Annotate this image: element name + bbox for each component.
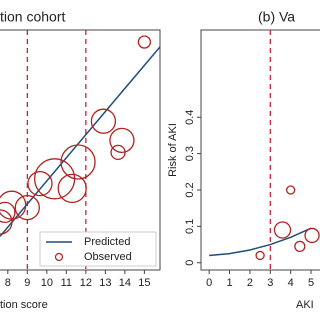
observed-point — [0, 190, 27, 220]
x-tick-label: 10 — [41, 277, 53, 289]
y-tick-label: 0 — [184, 260, 196, 266]
observed-point — [0, 201, 16, 224]
x-tick-label: 8 — [5, 277, 11, 289]
x-tick-label: 5 — [308, 277, 314, 289]
x-tick-label: 4 — [288, 277, 294, 289]
plot-area — [209, 30, 320, 270]
x-tick-label: 0 — [206, 277, 212, 289]
observed-point — [27, 170, 53, 197]
observed-point — [60, 144, 96, 180]
observed-point — [273, 221, 292, 239]
y-tick-label: 0.3 — [184, 146, 196, 161]
observed-point — [255, 250, 265, 261]
x-tick-label: 13 — [99, 277, 111, 289]
x-tick-label: 15 — [138, 277, 150, 289]
x-tick-label: 11 — [61, 277, 72, 289]
plot-area — [0, 30, 160, 270]
frame — [0, 29, 161, 271]
legend-label: Observed — [84, 251, 132, 263]
x-axis-label: AKI — [296, 299, 314, 311]
observed-point — [0, 209, 13, 235]
legend-label: Predicted — [84, 236, 130, 248]
observed-point — [90, 108, 117, 134]
observed-point — [286, 185, 296, 195]
chart-title: tion cohort — [0, 9, 65, 25]
observed-point — [304, 227, 320, 244]
x-axis-label: tion score — [0, 299, 48, 311]
observed-point — [137, 35, 152, 49]
observed-point — [14, 194, 40, 221]
y-tick-label: 0.1 — [184, 219, 196, 234]
predicted-line — [209, 227, 312, 257]
x-tick-label: 9 — [24, 277, 30, 289]
x-tick-label: 12 — [80, 277, 92, 289]
x-tick-label: 2 — [247, 277, 253, 289]
x-tick-label: 3 — [267, 277, 273, 289]
observed-point — [33, 158, 76, 200]
chart-title: (b) Va — [258, 9, 295, 25]
legend-swatch — [54, 252, 64, 262]
y-tick-label: 0.2 — [184, 182, 196, 197]
observed-point — [110, 144, 126, 161]
x-tick-label: 14 — [119, 277, 131, 289]
observed-point — [294, 240, 306, 253]
frame — [200, 29, 320, 271]
predicted-line — [0, 46, 160, 237]
y-tick-label: 0.4 — [184, 110, 196, 125]
y-axis-label: Risk of AKI — [167, 123, 179, 177]
observed-point — [109, 127, 135, 154]
observed-point — [57, 173, 87, 204]
x-tick-label: 1 — [226, 277, 232, 289]
